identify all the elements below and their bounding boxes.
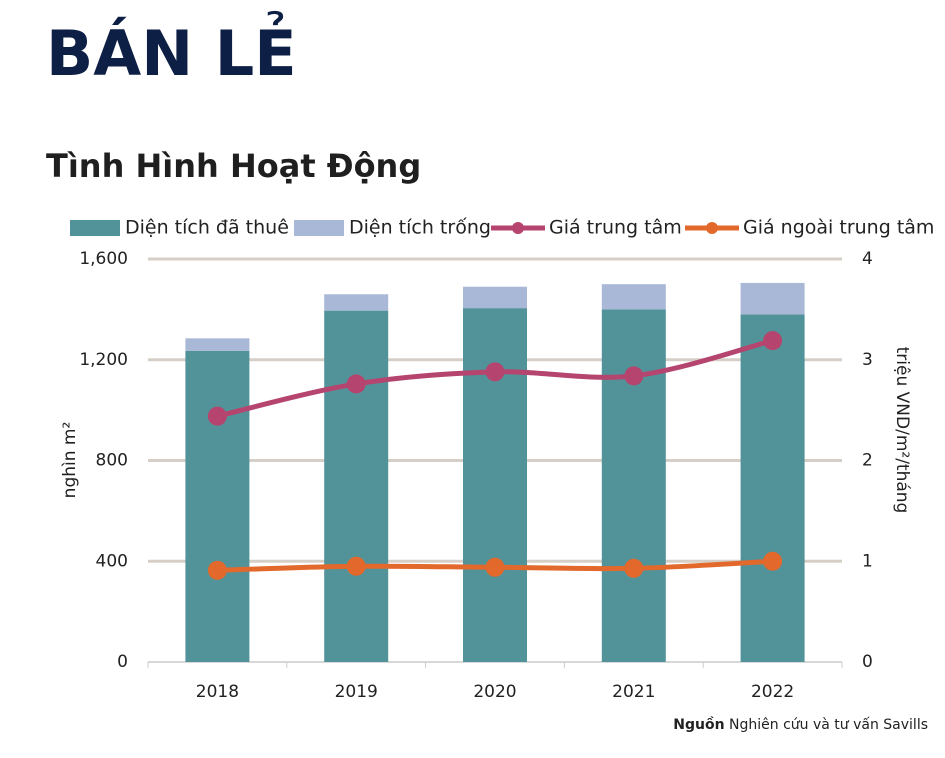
bar: [740, 314, 805, 662]
x-tick-label: 2020: [473, 682, 516, 702]
line-marker: [624, 558, 644, 578]
legend-label: Diện tích đã thuê: [125, 217, 289, 239]
y-tick-label: 1,200: [79, 350, 128, 370]
bar: [601, 284, 666, 310]
y-tick-label: 400: [96, 551, 128, 571]
bar: [463, 286, 527, 309]
y-tick-label: 1,600: [79, 249, 128, 269]
bar: [601, 309, 666, 662]
y2-tick-label: 0: [862, 652, 873, 672]
line-marker: [207, 406, 227, 426]
legend-label: Giá ngoài trung tâm: [743, 217, 934, 239]
y-tick-label: 800: [96, 451, 128, 471]
bar: [324, 294, 389, 311]
line-marker: [485, 362, 505, 382]
legend-label: Diện tích trống: [349, 217, 491, 239]
x-tick-label: 2021: [612, 682, 655, 702]
line-marker: [763, 551, 783, 571]
line-marker: [624, 366, 644, 386]
x-tick-label: 2018: [196, 682, 239, 702]
bar: [740, 282, 805, 315]
line-marker: [346, 556, 366, 576]
legend-swatch: [294, 220, 344, 236]
source: Nguồn Nghiên cứu và tư vấn Savills: [673, 716, 928, 733]
line-marker: [346, 374, 366, 394]
y2-axis-label: triệu VND/m²/tháng: [892, 347, 912, 514]
chart-title: Tình Hình Hoạt Động: [46, 147, 421, 185]
line-marker: [207, 560, 227, 580]
x-tick-label: 2022: [751, 682, 794, 702]
source-text: Nghiên cứu và tư vấn Savills: [729, 717, 928, 733]
bar: [185, 338, 250, 351]
bar: [324, 310, 389, 662]
legend-marker: [706, 222, 718, 234]
legend-marker: [512, 222, 524, 234]
y-tick-label: 0: [117, 652, 128, 672]
y2-tick-label: 3: [862, 350, 873, 370]
y2-tick-label: 2: [862, 451, 873, 471]
legend-swatch: [70, 220, 120, 236]
page-title: BÁN LẺ: [46, 10, 297, 90]
y-axis-label: nghìn m²: [60, 422, 80, 499]
bar: [463, 308, 527, 662]
line-marker: [763, 331, 783, 351]
y2-tick-label: 4: [862, 249, 873, 269]
x-tick-label: 2019: [335, 682, 378, 702]
bar: [185, 350, 250, 662]
line-marker: [485, 557, 505, 577]
y2-tick-label: 1: [862, 551, 873, 571]
source-label: Nguồn: [673, 716, 724, 733]
legend-label: Giá trung tâm: [549, 217, 682, 239]
